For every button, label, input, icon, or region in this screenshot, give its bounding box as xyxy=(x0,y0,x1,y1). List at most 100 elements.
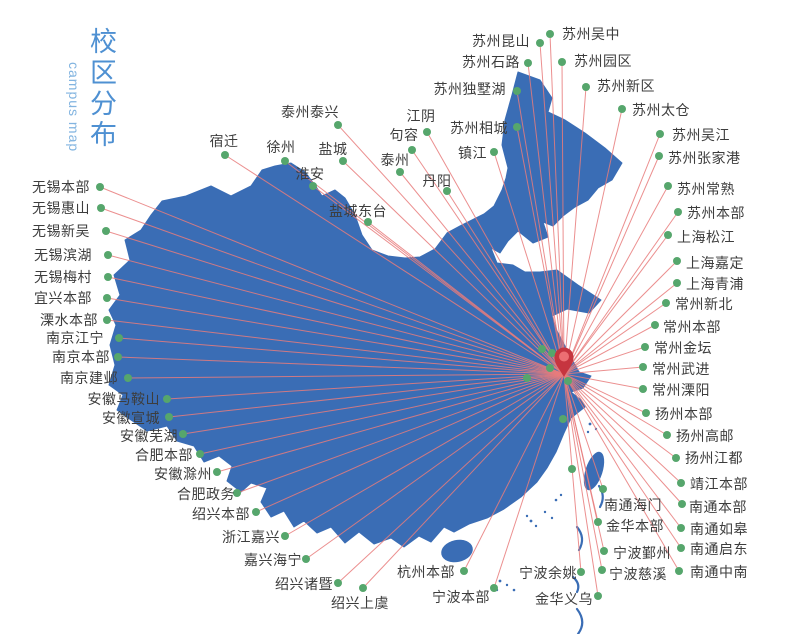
campus-label: 安徽马鞍山 xyxy=(87,391,160,407)
location-dot xyxy=(536,39,544,47)
location-dot xyxy=(641,343,649,351)
campus-label: 宁波慈溪 xyxy=(609,566,667,582)
campus-label: 宜兴本部 xyxy=(34,290,92,306)
campus-label: 绍兴本部 xyxy=(192,506,250,522)
campus-label: 南通本部 xyxy=(689,499,747,515)
location-dot xyxy=(359,584,367,592)
headquarters-pin-icon xyxy=(554,347,574,377)
city-dot xyxy=(564,377,572,385)
city-dot xyxy=(546,364,554,372)
location-dot xyxy=(656,130,664,138)
city-dot xyxy=(568,465,576,473)
location-dot xyxy=(577,568,585,576)
location-dot xyxy=(664,182,672,190)
campus-label: 句容 xyxy=(389,127,419,143)
campus-label: 上海松江 xyxy=(677,229,735,245)
location-dot xyxy=(546,30,554,38)
campus-label: 宁波本部 xyxy=(432,589,490,605)
location-dot xyxy=(233,489,241,497)
campus-label: 苏州相城 xyxy=(450,120,508,136)
campus-label: 南通中南 xyxy=(690,564,748,580)
location-dot xyxy=(600,547,608,555)
campus-label: 金华义乌 xyxy=(535,591,593,607)
location-dot xyxy=(678,500,686,508)
city-dot xyxy=(523,374,531,382)
south-china-sea-arcs xyxy=(571,484,604,634)
location-dot xyxy=(490,584,498,592)
location-dot xyxy=(639,385,647,393)
location-dot xyxy=(639,363,647,371)
location-dot xyxy=(662,299,670,307)
location-dot xyxy=(673,257,681,265)
hainan-island xyxy=(441,539,473,563)
campus-label: 常州本部 xyxy=(663,319,721,335)
location-dot xyxy=(599,485,607,493)
location-dot xyxy=(281,157,289,165)
location-dot xyxy=(104,273,112,281)
campus-label: 苏州太仓 xyxy=(632,102,690,118)
location-dot xyxy=(513,87,521,95)
location-dot xyxy=(675,567,683,575)
location-dot xyxy=(309,182,317,190)
city-dot xyxy=(559,415,567,423)
location-dot xyxy=(115,334,123,342)
location-dot xyxy=(664,231,672,239)
campus-label: 苏州新区 xyxy=(597,78,655,94)
location-dot xyxy=(165,413,173,421)
city-dot xyxy=(548,349,556,357)
campus-label: 苏州本部 xyxy=(687,205,745,221)
location-dot xyxy=(677,479,685,487)
campus-label: 苏州石路 xyxy=(462,54,520,70)
campus-label: 泰州 xyxy=(380,152,410,168)
campus-label: 南京江宁 xyxy=(46,330,104,346)
campus-label: 扬州高邮 xyxy=(676,428,734,444)
campus-label: 徐州 xyxy=(266,139,296,155)
location-dot xyxy=(103,294,111,302)
campus-label: 无锡滨湖 xyxy=(34,247,92,263)
campus-label: 南通如皋 xyxy=(690,521,748,537)
campus-label: 绍兴诸暨 xyxy=(275,576,333,592)
campus-label: 扬州江都 xyxy=(685,450,743,466)
campus-label: 合肥本部 xyxy=(135,447,193,463)
location-dot xyxy=(582,83,590,91)
campus-label: 盐城东台 xyxy=(329,203,387,219)
location-dot xyxy=(642,409,650,417)
campus-label: 扬州本部 xyxy=(655,406,713,422)
location-dot xyxy=(302,555,310,563)
campus-label: 无锡梅村 xyxy=(34,269,92,285)
location-dot xyxy=(103,316,111,324)
title-chinese: 校区分布 xyxy=(86,27,116,151)
campus-label: 常州武进 xyxy=(652,361,710,377)
location-dot xyxy=(663,431,671,439)
campus-label: 南京建邺 xyxy=(60,370,118,386)
campus-label: 宁波鄞州 xyxy=(613,545,671,561)
location-dot xyxy=(513,123,521,131)
connection-lines xyxy=(99,33,683,597)
location-dot xyxy=(677,524,685,532)
location-dot xyxy=(221,151,229,159)
campus-label: 嘉兴海宁 xyxy=(244,552,302,568)
location-dot xyxy=(364,218,372,226)
location-dot xyxy=(396,168,404,176)
campus-label: 南京本部 xyxy=(52,349,110,365)
location-dot xyxy=(598,566,606,574)
location-dot xyxy=(618,105,626,113)
location-dot xyxy=(114,353,122,361)
campus-label: 常州金坛 xyxy=(654,340,712,356)
campus-label: 无锡惠山 xyxy=(32,200,90,216)
location-dot xyxy=(558,58,566,66)
location-dot xyxy=(423,128,431,136)
location-dot xyxy=(104,251,112,259)
location-dot xyxy=(673,279,681,287)
location-dot xyxy=(252,508,260,516)
campus-label: 常州溧阳 xyxy=(652,382,710,398)
campus-label: 宁波余姚 xyxy=(519,565,577,581)
location-dot xyxy=(674,208,682,216)
location-dot xyxy=(334,121,342,129)
campus-label: 淮安 xyxy=(295,166,325,182)
location-dot xyxy=(213,468,221,476)
location-dot xyxy=(102,227,110,235)
location-dot xyxy=(524,59,532,67)
campus-label: 安徽滁州 xyxy=(154,466,212,482)
